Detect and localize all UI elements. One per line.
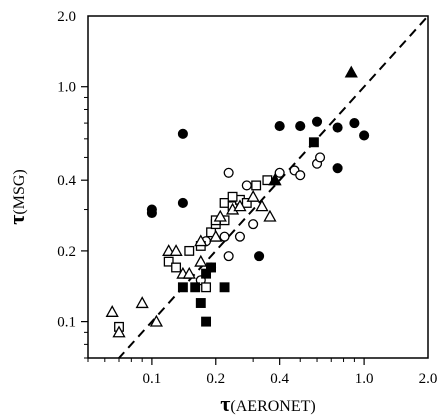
y-tick-label: 0.4 xyxy=(57,173,76,189)
data-point-filled-circle xyxy=(295,121,306,132)
data-point-filled-circle xyxy=(359,130,370,141)
data-point-filled-square xyxy=(206,262,216,273)
data-point-open-triangle xyxy=(233,199,247,212)
data-point-open-square xyxy=(171,262,182,273)
data-point-open-square xyxy=(241,198,252,208)
data-point-open-square xyxy=(163,256,174,267)
y-tick-label: 1.0 xyxy=(57,80,76,96)
data-point-open-triangle xyxy=(105,305,119,317)
y-tick-label: 0.2 xyxy=(57,244,76,260)
data-point-open-triangle xyxy=(209,229,223,242)
data-point-open-circle xyxy=(223,167,234,178)
data-point-open-triangle xyxy=(149,314,163,327)
y-axis-title: τ(MSG) xyxy=(4,169,29,224)
data-point-open-circle xyxy=(274,167,285,178)
data-point-open-triangle xyxy=(263,209,277,222)
y-tick-label: 2.0 xyxy=(57,9,76,25)
data-point-open-triangle xyxy=(246,189,260,202)
x-tick-label: 0.1 xyxy=(143,371,162,387)
data-points-group xyxy=(105,65,370,338)
data-point-open-circle xyxy=(223,251,234,262)
data-point-open-circle xyxy=(295,170,306,181)
data-point-open-triangle xyxy=(213,209,227,222)
data-point-filled-square xyxy=(195,298,206,308)
data-point-open-square xyxy=(227,191,238,202)
data-point-filled-triangle xyxy=(268,173,282,186)
reference-line-group xyxy=(117,16,428,358)
data-point-filled-circle xyxy=(332,122,343,133)
x-tick-label: 0.4 xyxy=(270,371,289,387)
data-point-filled-circle xyxy=(177,128,188,139)
data-point-open-triangle xyxy=(255,199,269,212)
data-point-filled-circle xyxy=(254,251,265,262)
data-point-open-triangle xyxy=(112,325,126,338)
data-point-open-triangle xyxy=(169,244,183,256)
x-tick-label: 2.0 xyxy=(419,371,438,387)
data-point-open-triangle xyxy=(135,296,149,309)
data-point-open-circle xyxy=(234,231,246,242)
data-point-filled-triangle xyxy=(344,65,358,78)
y-axis-label-text: (MSG) xyxy=(11,169,28,214)
data-point-open-triangle xyxy=(194,254,208,267)
data-point-open-square xyxy=(201,282,212,293)
data-point-open-square xyxy=(251,180,262,191)
data-point-open-triangle xyxy=(194,234,208,247)
data-point-open-circle xyxy=(219,231,230,242)
data-point-filled-circle xyxy=(177,197,188,209)
x-tick-label: 1.0 xyxy=(355,371,374,387)
data-point-open-circle xyxy=(241,180,252,191)
plot-frame xyxy=(87,15,429,359)
data-point-filled-circle xyxy=(311,116,323,127)
data-point-filled-square xyxy=(201,316,212,327)
axis-ticks-group: 0.1 0.2 0.4 1.0 2.0 0.1 0.2 0.4 1.0 2.0 xyxy=(57,9,437,387)
x-axis-label-text: (AERONET) xyxy=(230,398,315,415)
data-point-filled-circle xyxy=(274,121,285,132)
x-tick-label: 0.2 xyxy=(206,371,225,387)
data-point-open-square xyxy=(219,198,230,208)
data-point-open-circle xyxy=(315,152,326,163)
one-to-one-reference-line xyxy=(117,16,428,358)
data-point-filled-square xyxy=(308,137,319,148)
data-point-filled-circle xyxy=(146,207,157,219)
x-axis-symbol: τ xyxy=(220,391,230,416)
data-point-filled-circle xyxy=(349,118,360,129)
data-point-open-circle xyxy=(248,219,259,230)
data-point-filled-circle xyxy=(332,163,343,174)
data-point-open-triangle xyxy=(182,266,196,279)
x-axis-title: τ(AERONET) xyxy=(220,391,315,416)
data-point-filled-square xyxy=(177,282,188,293)
y-axis-symbol: τ xyxy=(4,215,29,225)
data-point-filled-square xyxy=(219,282,230,293)
data-point-open-square xyxy=(184,245,195,256)
data-point-filled-square xyxy=(201,268,212,279)
y-tick-label: 0.1 xyxy=(57,315,76,331)
data-point-filled-square xyxy=(190,282,201,293)
